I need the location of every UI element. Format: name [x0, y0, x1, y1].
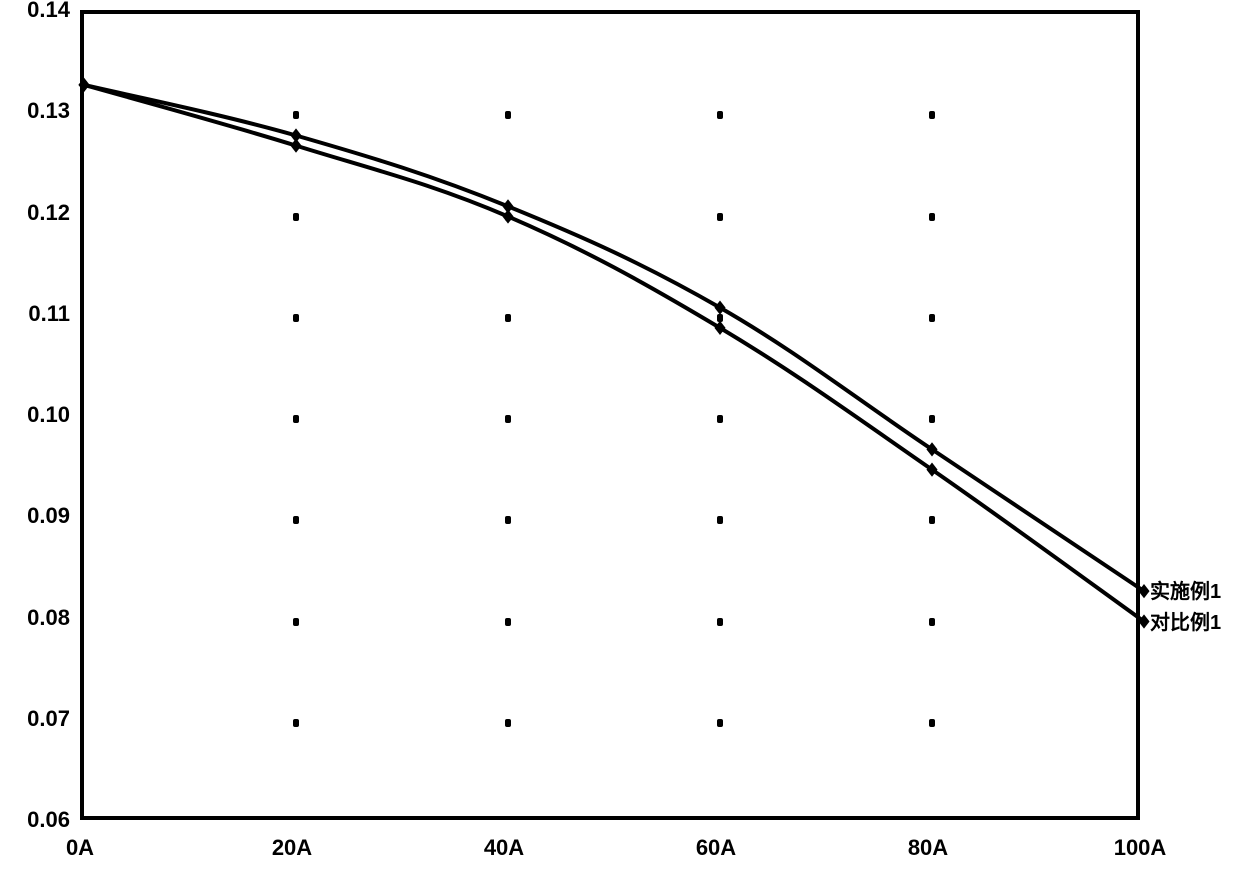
y-tick-label: 0.08: [27, 605, 70, 631]
series-line-对比例1: [84, 85, 1144, 622]
y-tick-label: 0.10: [27, 402, 70, 428]
y-tick-label: 0.11: [28, 301, 70, 327]
y-tick-label: 0.09: [27, 503, 70, 529]
chart-lines: [84, 14, 1136, 816]
chart-container: 0.06 0.07 0.08 0.09 0.10 0.11 0.12 0.13 0.14 0A 20…: [0, 0, 1239, 883]
y-tick-label: 0.06: [27, 807, 70, 833]
y-tick-label: 0.07: [27, 706, 70, 732]
series-label-对比例1: 对比例1: [1150, 606, 1221, 635]
series-marker: [78, 78, 89, 92]
series-marker: [290, 138, 301, 152]
y-tick-label: 0.12: [27, 200, 70, 226]
x-tick-label: 20A: [272, 835, 312, 861]
x-tick-label: 80A: [908, 835, 948, 861]
series-marker: [714, 300, 725, 314]
x-tick-label: 100A: [1114, 835, 1167, 861]
series-line-实施例1: [84, 85, 1144, 591]
y-tick-label: 0.14: [27, 0, 70, 23]
plot-area: [80, 10, 1140, 820]
series-label-实施例1: 实施例1: [1150, 575, 1221, 604]
x-tick-label: 60A: [696, 835, 736, 861]
series-marker: [502, 209, 513, 223]
x-tick-label: 40A: [484, 835, 524, 861]
y-tick-label: 0.13: [27, 98, 70, 124]
x-tick-label: 0A: [66, 835, 94, 861]
series-marker: [714, 321, 725, 335]
